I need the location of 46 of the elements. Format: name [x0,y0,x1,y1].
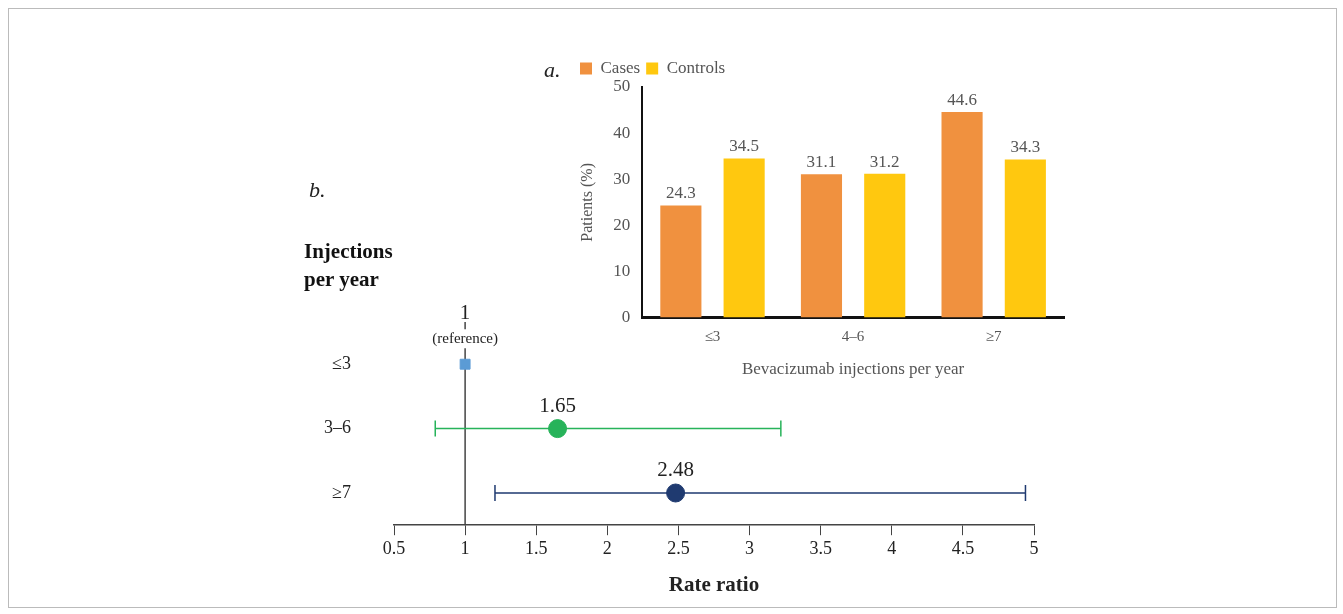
y-tick-label: 10 [613,260,631,280]
x-tick-label: 2.5 [667,537,690,558]
chart-title: a. [544,57,561,83]
data-label: 1.65 [539,392,576,417]
data-label: 1 [459,300,471,325]
y-tick-label: ≥7 [332,481,351,502]
y-tick-label: ≤3 [332,352,351,373]
y-tick-label: 3–6 [324,417,351,438]
x-tick-label: 1.5 [524,537,548,558]
x-tick-label: ≥7 [985,327,1003,344]
bar [723,158,765,318]
data-label: 2.48 [657,457,694,482]
y-tick-label: 20 [613,214,631,234]
x-tick-label: ≤3 [704,327,721,344]
data-label: 44.6 [947,89,977,109]
x-tick-label: 5 [1029,537,1039,558]
x-tick-label: 2 [602,537,612,558]
bar [1004,159,1046,318]
x-tick-label: 0.5 [382,537,406,558]
bar [660,205,702,318]
x-tick-label: 4.5 [951,537,975,558]
x-tick-label: 1 [460,537,470,558]
y-tick-label: 0 [621,307,631,327]
x-tick-label: 4–6 [841,327,865,344]
data-label: 24.3 [665,183,696,203]
chart-title: b. [309,177,326,203]
data-label: 34.5 [729,136,760,156]
annotation: (reference) [432,329,498,347]
data-label: 31.1 [806,152,837,172]
x-tick-label: 4 [887,537,897,558]
bar [800,174,843,318]
data-label: 34.3 [1010,137,1041,157]
y-tick-label: 40 [613,122,631,142]
y-axis-title: Injections per year [304,238,394,293]
x-axis-title: Bevacizumab injections per year [741,359,965,379]
bar [941,111,983,318]
legend-label: Controls [666,57,726,77]
x-axis-title: Rate ratio [668,571,760,596]
data-label: 31.2 [869,151,900,171]
y-tick-label: 50 [613,76,631,96]
x-tick-label: 3.5 [809,537,832,558]
y-tick-label: 30 [613,168,631,188]
y-axis-title: Patients (%) [577,162,596,242]
legend-label: Cases [600,57,641,77]
bar [864,173,906,318]
x-tick-label: 3 [745,537,755,558]
